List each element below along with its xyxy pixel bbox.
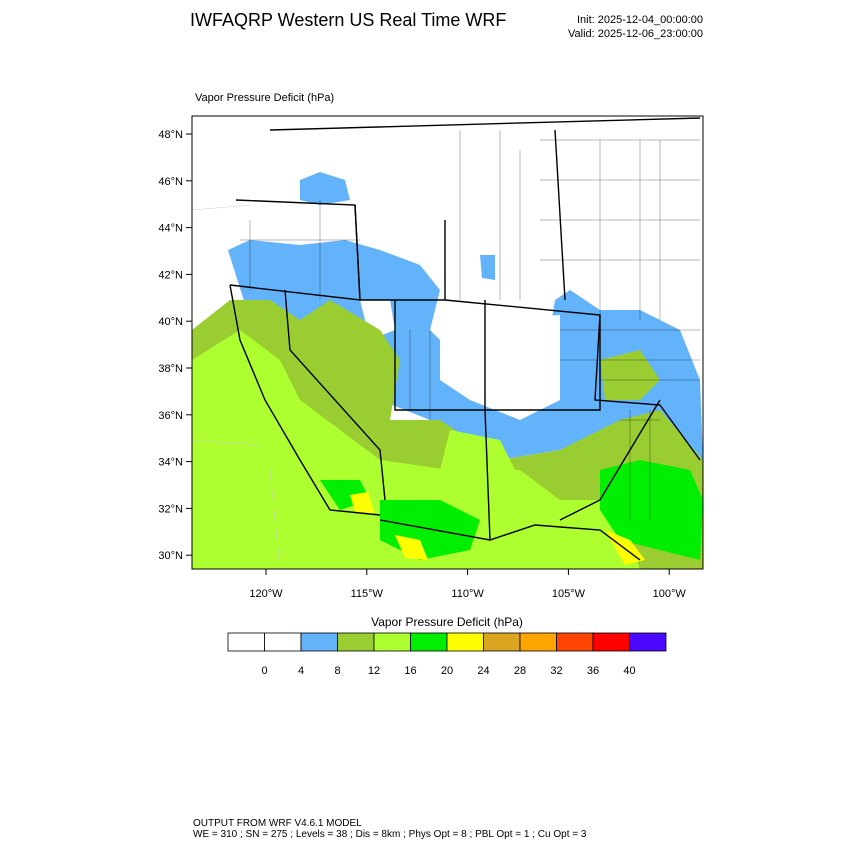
colorbar-tick-label: 16 <box>404 665 416 677</box>
lat-label: 30°N <box>158 550 183 562</box>
lon-label: 105°W <box>552 588 586 600</box>
lat-label: 34°N <box>158 457 183 469</box>
color-box <box>227 632 265 652</box>
colorbar-title: Vapor Pressure Deficit (hPa) <box>371 615 523 629</box>
colorbar-tick-label: 36 <box>587 665 599 677</box>
color-box <box>373 632 411 652</box>
colorbar-tick-label: 0 <box>261 665 267 677</box>
color-box <box>519 632 557 652</box>
map <box>192 116 703 569</box>
color-box <box>410 632 448 652</box>
valid-time: Valid: 2025-12-06_23:00:00 <box>568 28 703 40</box>
color-box <box>556 632 594 652</box>
color-box <box>629 632 667 652</box>
color-box <box>592 632 630 652</box>
lat-label: 46°N <box>158 176 183 188</box>
lat-label: 32°N <box>158 503 183 515</box>
lat-label: 48°N <box>158 129 183 141</box>
lat-label: 44°N <box>158 223 183 235</box>
footer-line: WE = 310 ; SN = 275 ; Levels = 38 ; Dis … <box>193 829 587 840</box>
colorbar-tick-label: 12 <box>368 665 380 677</box>
colorbar-tick-label: 40 <box>623 665 635 677</box>
colorbar-tick-label: 4 <box>298 665 304 677</box>
colorbar-tick-label: 24 <box>477 665 489 677</box>
lat-label: 42°N <box>158 269 183 281</box>
lon-label: 120°W <box>249 588 283 600</box>
lon-label: 115°W <box>351 588 384 600</box>
lat-label: 38°N <box>158 363 183 375</box>
lat-label: 40°N <box>158 316 183 328</box>
title: IWFAQRP Western US Real Time WRF <box>190 10 506 30</box>
colorbar-tick-label: 28 <box>514 665 526 677</box>
footer-line: OUTPUT FROM WRF V4.6.1 MODEL <box>193 818 362 829</box>
map-frame <box>191 115 704 570</box>
color-box <box>446 632 484 652</box>
color-box <box>483 632 521 652</box>
init-time: Init: 2025-12-04_00:00:00 <box>577 14 703 26</box>
lat-label: 36°N <box>158 410 183 422</box>
lon-label: 110°W <box>451 588 484 600</box>
color-box <box>264 632 302 652</box>
colorbar-tick-label: 8 <box>334 665 340 677</box>
colorbar-tick-label: 20 <box>441 665 453 677</box>
lon-label: 100°W <box>653 588 687 600</box>
color-box <box>300 632 338 652</box>
map-title: Vapor Pressure Deficit (hPa) <box>195 92 334 104</box>
colorbar-tick-label: 32 <box>550 665 562 677</box>
color-box <box>337 632 375 652</box>
